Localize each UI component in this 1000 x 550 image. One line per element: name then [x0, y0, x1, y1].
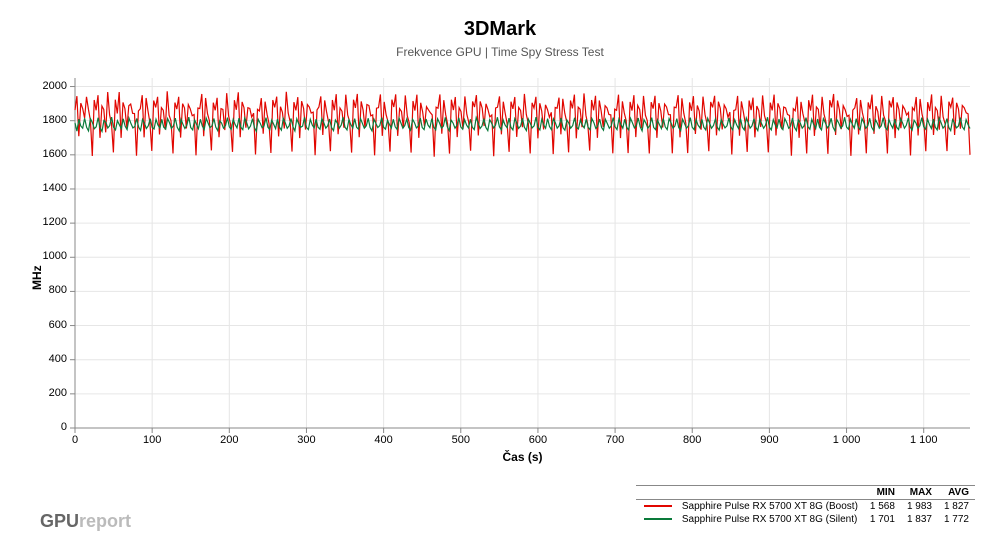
legend-series-name: Sapphire Pulse RX 5700 XT 8G (Boost): [676, 500, 864, 514]
x-tick-label: 400: [369, 434, 399, 446]
y-tick-label: 2000: [43, 80, 67, 92]
legend-max: 1 983: [901, 500, 938, 514]
legend-col-min: MIN: [864, 486, 901, 500]
legend-row: Sapphire Pulse RX 5700 XT 8G (Silent)1 7…: [636, 513, 975, 526]
legend-col-avg: AVG: [938, 486, 975, 500]
legend-avg: 1 827: [938, 500, 975, 514]
x-tick-label: 1 000: [832, 434, 862, 446]
x-tick-label: 100: [137, 434, 167, 446]
x-tick-label: 700: [600, 434, 630, 446]
watermark-suffix: report: [79, 511, 131, 531]
legend-col-max: MAX: [901, 486, 938, 500]
y-tick-label: 1400: [43, 182, 67, 194]
x-tick-label: 300: [291, 434, 321, 446]
watermark: GPUreport: [40, 511, 131, 532]
legend-table: MIN MAX AVG Sapphire Pulse RX 5700 XT 8G…: [636, 485, 975, 526]
x-tick-label: 500: [446, 434, 476, 446]
legend-max: 1 837: [901, 513, 938, 526]
x-tick-label: 0: [60, 434, 90, 446]
chart-subtitle: Frekvence GPU | Time Spy Stress Test: [0, 41, 1000, 59]
legend-header-row: MIN MAX AVG: [636, 486, 975, 500]
y-tick-label: 1600: [43, 148, 67, 160]
plot-area: [75, 78, 970, 428]
y-tick-label: 1000: [43, 250, 67, 262]
y-tick-label: 1800: [43, 114, 67, 126]
legend-avg: 1 772: [938, 513, 975, 526]
x-tick-label: 1 100: [909, 434, 939, 446]
chart-container: { "chart": { "type": "line", "title": "3…: [0, 0, 1000, 550]
legend-swatch: [644, 518, 672, 520]
y-tick-label: 800: [49, 284, 67, 296]
legend-swatch: [644, 505, 672, 507]
legend-min: 1 568: [864, 500, 901, 514]
x-axis-label: Čas (s): [75, 450, 970, 464]
y-axis-label: MHz: [30, 265, 44, 290]
legend-series-name: Sapphire Pulse RX 5700 XT 8G (Silent): [676, 513, 864, 526]
legend-min: 1 701: [864, 513, 901, 526]
watermark-prefix: GPU: [40, 511, 79, 531]
x-tick-label: 600: [523, 434, 553, 446]
legend-body: Sapphire Pulse RX 5700 XT 8G (Boost)1 56…: [636, 500, 975, 527]
x-tick-label: 800: [677, 434, 707, 446]
y-tick-label: 400: [49, 353, 67, 365]
x-tick-label: 900: [754, 434, 784, 446]
legend: MIN MAX AVG Sapphire Pulse RX 5700 XT 8G…: [636, 485, 975, 526]
y-tick-label: 200: [49, 387, 67, 399]
legend-row: Sapphire Pulse RX 5700 XT 8G (Boost)1 56…: [636, 500, 975, 514]
y-tick-label: 600: [49, 319, 67, 331]
chart-title: 3DMark: [0, 0, 1000, 41]
y-tick-label: 0: [61, 421, 67, 433]
x-tick-label: 200: [214, 434, 244, 446]
y-tick-label: 1200: [43, 216, 67, 228]
